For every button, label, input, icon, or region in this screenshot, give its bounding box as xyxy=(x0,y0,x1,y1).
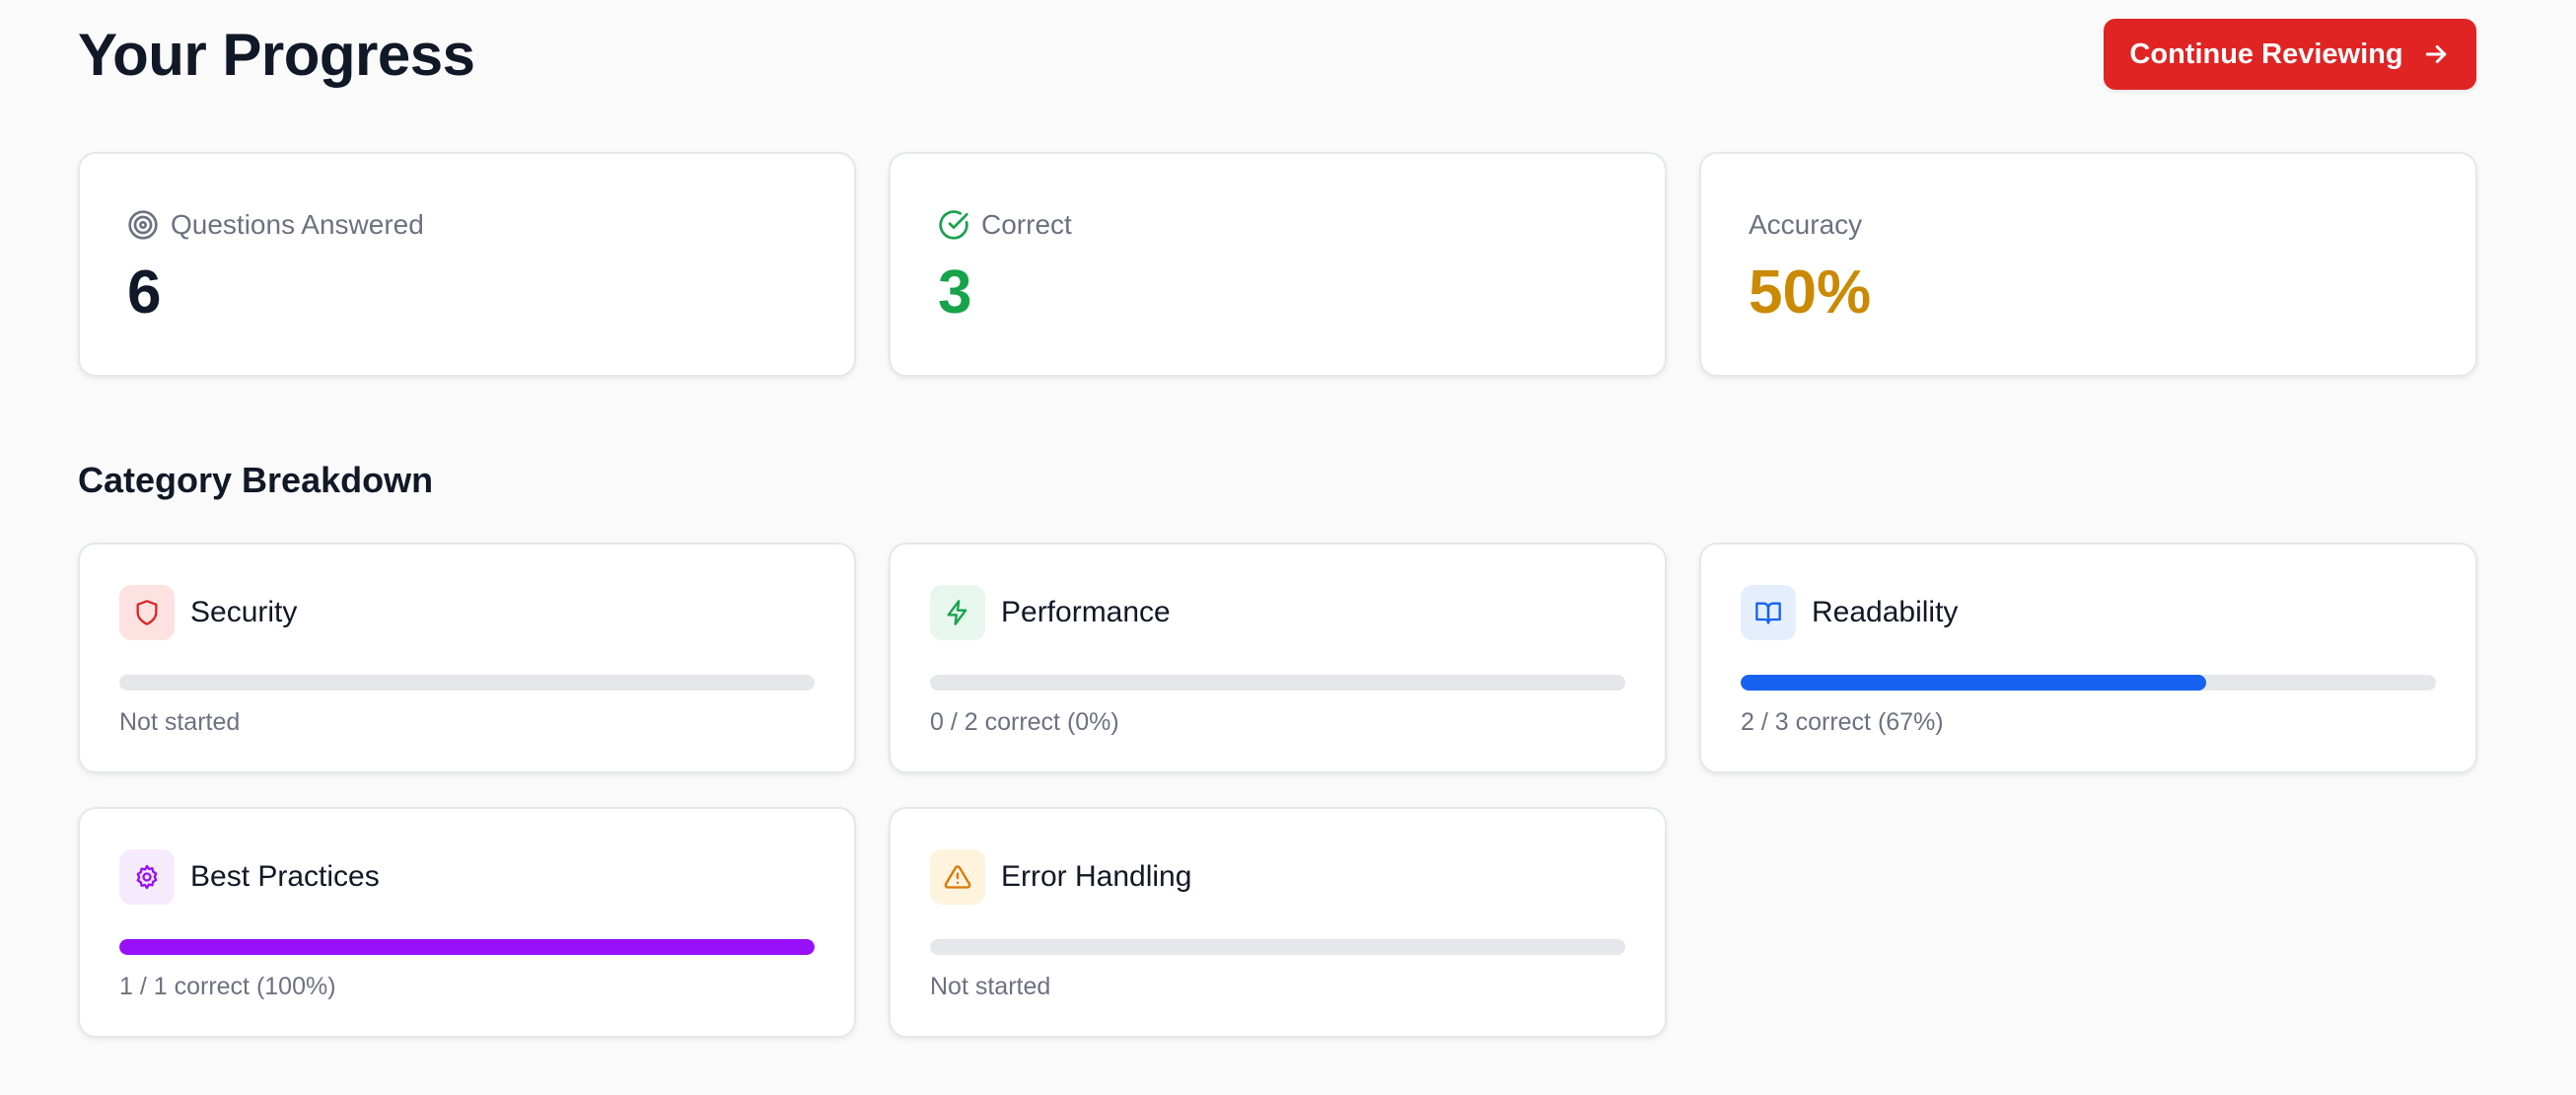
progress-bar-fill xyxy=(1741,675,2207,691)
book-open-icon xyxy=(1755,602,1781,624)
category-card-readability: Readability 2 / 3 correct (67%) xyxy=(1699,543,2477,773)
page-header: Your Progress Continue Reviewing xyxy=(78,0,2476,107)
stat-label: Correct xyxy=(981,209,1072,240)
category-status: Not started xyxy=(930,973,1051,1000)
stats-row: Questions Answered 6 Correct 3 Accuracy … xyxy=(78,152,2477,377)
page-title: Your Progress xyxy=(78,21,475,88)
category-status: 0 / 2 correct (0%) xyxy=(930,708,1119,736)
category-card-best-practices: Best Practices 1 / 1 correct (100%) xyxy=(78,807,856,1038)
progress-bar xyxy=(1741,675,2436,691)
lightning-icon xyxy=(947,600,967,625)
progress-bar xyxy=(930,675,1625,691)
continue-reviewing-label: Continue Reviewing xyxy=(2129,37,2403,70)
stat-value: 6 xyxy=(127,258,162,327)
category-name: Performance xyxy=(1001,596,1171,628)
progress-bar xyxy=(119,939,815,955)
warning-triangle-icon xyxy=(944,865,971,889)
target-icon xyxy=(128,210,158,240)
shield-icon xyxy=(136,600,158,625)
arrow-right-icon xyxy=(2425,45,2446,63)
continue-reviewing-button[interactable]: Continue Reviewing xyxy=(2104,19,2476,90)
category-name: Error Handling xyxy=(1001,860,1192,893)
category-card-performance: Performance 0 / 2 correct (0%) xyxy=(889,543,1667,773)
category-status: Not started xyxy=(119,708,241,736)
category-card-error-handling: Error Handling Not started xyxy=(889,807,1667,1038)
category-name: Readability xyxy=(1812,596,1959,628)
stat-label: Accuracy xyxy=(1749,209,1863,240)
stat-card-correct: Correct 3 xyxy=(889,152,1667,377)
category-card-security: Security Not started xyxy=(78,543,856,773)
progress-bar-fill xyxy=(119,939,815,955)
stat-value: 3 xyxy=(938,258,972,327)
check-circle-icon xyxy=(939,210,968,240)
category-grid: Security Not started Performance 0 / 2 c… xyxy=(78,543,2477,1038)
progress-bar xyxy=(930,939,1625,955)
category-breakdown-title: Category Breakdown xyxy=(78,460,434,500)
stat-label: Questions Answered xyxy=(171,209,424,240)
category-status: 1 / 1 correct (100%) xyxy=(119,973,336,1000)
progress-bar xyxy=(119,675,815,691)
category-status: 2 / 3 correct (67%) xyxy=(1741,708,1944,736)
stat-value: 50% xyxy=(1749,258,1872,327)
category-name: Security xyxy=(190,596,298,628)
gear-icon xyxy=(136,864,158,890)
stat-card-accuracy: Accuracy 50% xyxy=(1699,152,2477,377)
stat-card-questions-answered: Questions Answered 6 xyxy=(78,152,856,377)
category-name: Best Practices xyxy=(190,860,380,893)
